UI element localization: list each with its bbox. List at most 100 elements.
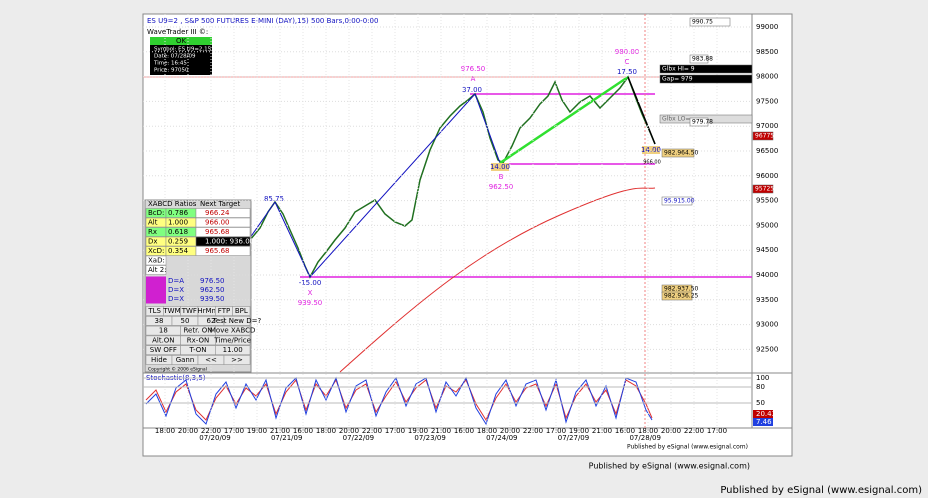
price-box — [659, 64, 753, 74]
time-label: 18:00 — [638, 427, 658, 435]
button-label[interactable]: T-ON — [188, 346, 206, 354]
button[interactable] — [215, 335, 251, 346]
annotation: 939.50 — [298, 299, 323, 307]
button-label[interactable]: 11.00 — [223, 346, 243, 354]
price-box-label: 990.75 — [692, 19, 713, 26]
time-label: 20:00 — [339, 427, 359, 435]
button-label[interactable]: TWF — [181, 307, 197, 315]
date-label: 07/20/09 — [199, 434, 230, 442]
button-label[interactable]: Alt.ON — [152, 336, 174, 344]
button-label[interactable]: FTP — [218, 307, 230, 315]
price-box-label: Glbx HI= 9 — [662, 66, 695, 73]
level-text: D=A — [168, 277, 184, 285]
time-label: 19:00 — [569, 427, 589, 435]
time-label: 19:00 — [408, 427, 428, 435]
date-label: 07/27/09 — [558, 434, 589, 442]
price-box — [689, 54, 709, 64]
table-text: 0.786 — [168, 209, 189, 217]
button-label[interactable]: >> — [231, 356, 243, 364]
table-cell — [195, 208, 251, 218]
button[interactable] — [215, 345, 251, 355]
table-cell — [195, 246, 251, 256]
table-text: Alt 2: — [148, 266, 167, 274]
table-text: 966.24 — [205, 209, 230, 217]
time-label: 22:00 — [523, 427, 543, 435]
price-label: 99000 — [756, 23, 778, 31]
chart-title: ES U9=2 , S&P 500 FUTURES E-MINI (DAY),1… — [147, 17, 378, 25]
button-label[interactable]: Hide — [151, 356, 167, 364]
price-box-label: 979.78 — [692, 119, 713, 126]
button-label[interactable]: 62 — [207, 317, 216, 325]
table-title: Next Target — [200, 200, 240, 208]
price-label: 93000 — [756, 321, 778, 329]
price-label: 94500 — [756, 246, 778, 254]
date-label: 07/24/09 — [486, 434, 517, 442]
time-label: 21:00 — [270, 427, 290, 435]
price-label: 95000 — [756, 221, 778, 229]
button-label[interactable]: 38 — [155, 317, 164, 325]
time-label: 17:00 — [224, 427, 244, 435]
table-cell — [145, 255, 167, 266]
price-label: 96500 — [756, 147, 778, 155]
button-label[interactable]: BPL — [235, 307, 248, 315]
table-text: 965.68 — [205, 228, 230, 236]
price-box — [661, 291, 693, 301]
button-label[interactable]: 18 — [159, 327, 168, 335]
button-label[interactable]: Test New D=? — [212, 317, 262, 325]
annotation: X — [308, 289, 313, 297]
button-label[interactable]: Rx-ON — [187, 336, 209, 344]
table-text: XcD: — [148, 247, 164, 255]
button-label[interactable]: Retr. ON — [183, 327, 212, 335]
button-label[interactable]: Gann — [176, 356, 195, 364]
table-text: 1.000 — [168, 219, 188, 227]
button-label[interactable]: 50 — [181, 317, 190, 325]
button-label[interactable]: Move XABCD — [210, 327, 256, 335]
table-cell — [195, 217, 251, 228]
button-label[interactable]: << — [205, 356, 217, 364]
price-label: 97500 — [756, 97, 778, 105]
price-box-label: 982.936.25 — [664, 293, 699, 300]
time-label: 17:00 — [707, 427, 727, 435]
button[interactable] — [223, 316, 251, 326]
table-text: 0.354 — [168, 247, 189, 255]
table-cell — [195, 227, 251, 237]
annotation-box — [642, 146, 660, 154]
footer-mid: Published by eSignal (www.esignal.com) — [589, 462, 750, 471]
annotation: B — [499, 173, 504, 181]
button-label[interactable]: Time/Price — [213, 336, 251, 344]
button[interactable] — [215, 325, 251, 336]
table-text: Dx — [148, 238, 158, 246]
button-label[interactable]: TLS — [147, 307, 161, 315]
button-label[interactable]: SW OFF — [150, 346, 177, 354]
indicator-name: WaveTrader III ©: — [147, 28, 208, 36]
table-text: Alt — [148, 219, 158, 227]
stoch-box — [753, 418, 773, 426]
price-box-label: 96775 — [755, 133, 774, 140]
price-box — [659, 74, 753, 84]
price-box-label: Gap= 979 — [662, 76, 693, 83]
info-box — [150, 45, 212, 75]
time-label: 22:00 — [684, 427, 704, 435]
table-text: 966.00 — [205, 219, 230, 227]
price-label: 95500 — [756, 197, 778, 205]
button[interactable] — [223, 355, 251, 365]
time-label: 20:00 — [178, 427, 198, 435]
button-label[interactable]: TWM — [162, 307, 180, 315]
time-label: 19:00 — [247, 427, 267, 435]
time-label: 18:00 — [155, 427, 175, 435]
table-text: BcD: — [148, 209, 164, 217]
level-cell — [146, 285, 166, 295]
price-box — [661, 148, 695, 158]
time-label: 21:00 — [592, 427, 612, 435]
table-text: Rx — [148, 228, 157, 236]
price-label: 93500 — [756, 296, 778, 304]
time-label: 17:00 — [385, 427, 405, 435]
time-label: 17:00 — [546, 427, 566, 435]
button[interactable] — [232, 306, 251, 316]
level-text: 976.50 — [200, 277, 225, 285]
button-label[interactable]: HrMn — [197, 307, 216, 315]
level-cell — [146, 294, 166, 304]
price-box — [689, 117, 709, 127]
time-label: 20:00 — [661, 427, 681, 435]
time-label: 18:00 — [477, 427, 497, 435]
